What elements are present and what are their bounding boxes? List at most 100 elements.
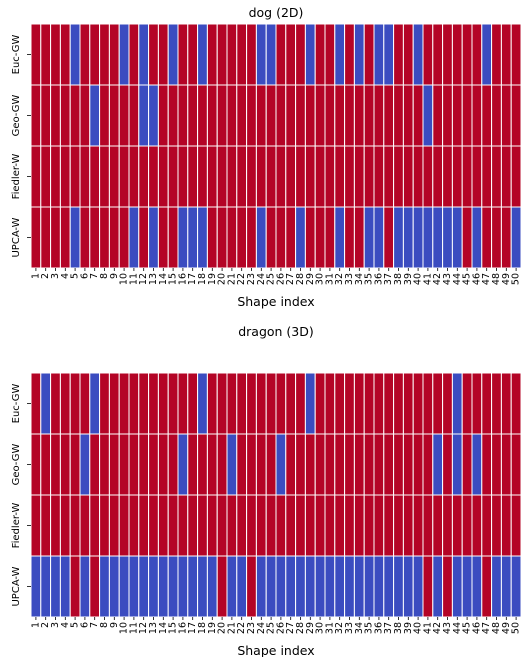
x-tick-label: 3 — [50, 273, 61, 279]
heatmap-cell — [108, 84, 120, 147]
row-labels: Euc-GW Geo-GW Fiedler-W UPCA-W — [11, 35, 31, 258]
heatmap-cell — [383, 206, 395, 269]
heatmap-cell — [40, 433, 52, 496]
x-tick-label: 48 — [491, 622, 502, 634]
heatmap-cell — [344, 372, 355, 435]
heatmap-cell — [118, 145, 130, 208]
heatmap-cell — [187, 494, 199, 557]
heatmap-cell — [265, 372, 277, 435]
heatmap-cell — [442, 555, 453, 618]
heatmap-cell — [197, 372, 208, 435]
heatmap-cell — [148, 145, 159, 208]
heatmap-cell — [216, 145, 228, 208]
heatmap-cell — [197, 433, 208, 496]
heatmap-cell — [344, 206, 355, 269]
heatmap-cell — [187, 84, 199, 147]
x-tick-label: 19 — [207, 622, 218, 634]
heatmap-cell — [373, 494, 385, 557]
heatmap-cell — [471, 84, 483, 147]
heatmap-cell — [363, 206, 375, 269]
heatmap-cell — [187, 433, 199, 496]
x-tick-label: 10 — [119, 273, 130, 285]
heatmap-cell — [59, 23, 71, 86]
row-label: Euc-GW — [11, 384, 22, 424]
heatmap-cell — [275, 555, 287, 618]
x-tick-label: 45 — [462, 273, 473, 285]
heatmap-cell — [128, 23, 140, 86]
chart-title: dog (2D) — [249, 5, 304, 20]
heatmap-cell — [471, 206, 483, 269]
heatmap-cell — [314, 145, 326, 208]
heatmap-cell — [275, 145, 287, 208]
heatmap-cell — [442, 84, 453, 147]
heatmap-cell — [99, 145, 110, 208]
heatmap-cell — [30, 494, 42, 557]
heatmap-cell — [324, 555, 336, 618]
heatmap-cell — [510, 372, 521, 435]
heatmap-cell — [30, 206, 42, 269]
heatmap-cell — [393, 555, 404, 618]
x-tick-label: 5 — [70, 622, 81, 628]
x-tick-label: 19 — [207, 273, 218, 285]
heatmap-cell — [167, 206, 179, 269]
heatmap-cell — [226, 84, 238, 147]
x-tick-label: 30 — [315, 273, 326, 285]
heatmap-cell — [314, 555, 326, 618]
heatmap-cell — [412, 206, 424, 269]
heatmap-cell — [334, 84, 346, 147]
heatmap-cell — [402, 206, 414, 269]
heatmap-cell — [226, 494, 238, 557]
heatmap-cell — [265, 494, 277, 557]
heatmap-cells — [30, 23, 521, 269]
heatmap-cell — [461, 206, 473, 269]
heatmap-cell — [30, 433, 42, 496]
heatmap-cell — [128, 372, 140, 435]
heatmap-cell — [481, 145, 493, 208]
heatmap-cell — [432, 145, 444, 208]
x-tick-label: 18 — [197, 273, 208, 285]
heatmap-cell — [412, 145, 424, 208]
heatmap-cell — [108, 433, 120, 496]
heatmap-cell — [402, 145, 414, 208]
heatmap-cell — [148, 372, 159, 435]
heatmap-cell — [324, 433, 336, 496]
x-tick-label: 9 — [109, 273, 120, 279]
x-tick-label: 9 — [109, 622, 120, 628]
heatmap-cell — [432, 23, 444, 86]
x-tick-label: 50 — [511, 273, 521, 285]
heatmap-cell — [432, 372, 444, 435]
heatmap-cell — [275, 494, 287, 557]
heatmap-cell — [383, 555, 395, 618]
x-tick-label: 47 — [481, 273, 492, 285]
heatmap-cell — [295, 206, 306, 269]
heatmap-cell — [187, 555, 199, 618]
heatmap-cell — [295, 23, 306, 86]
x-tick-label: 47 — [481, 622, 492, 634]
heatmap-cell — [481, 84, 493, 147]
heatmap-cell — [69, 84, 81, 147]
heatmap-cell — [442, 433, 453, 496]
heatmap-cell — [197, 145, 208, 208]
x-tick-label: 32 — [334, 622, 345, 634]
heatmap-cell — [510, 145, 521, 208]
heatmap-cell — [324, 84, 336, 147]
dragon-heatmap-panel: dragon (3D) Euc-GWGeo-GWFiedler-WUPCA-W … — [11, 324, 521, 657]
x-tick-label: 35 — [364, 273, 375, 285]
heatmap-cell — [481, 23, 493, 86]
heatmap-cell — [138, 23, 150, 86]
heatmap-cell — [128, 494, 140, 557]
heatmap-cell — [510, 84, 521, 147]
heatmap-cell — [304, 555, 316, 618]
heatmap-cell — [157, 372, 169, 435]
heatmap-cell — [255, 84, 267, 147]
heatmap-cell — [69, 206, 81, 269]
heatmap-cell — [138, 372, 150, 435]
heatmap-cell — [177, 555, 189, 618]
x-tick-label: 50 — [511, 622, 521, 634]
heatmap-cell — [422, 84, 434, 147]
heatmap-cell — [79, 555, 91, 618]
x-tick-label: 11 — [128, 273, 139, 285]
heatmap-cells — [30, 372, 521, 618]
heatmap-cell — [128, 84, 140, 147]
heatmap-cell — [432, 433, 444, 496]
